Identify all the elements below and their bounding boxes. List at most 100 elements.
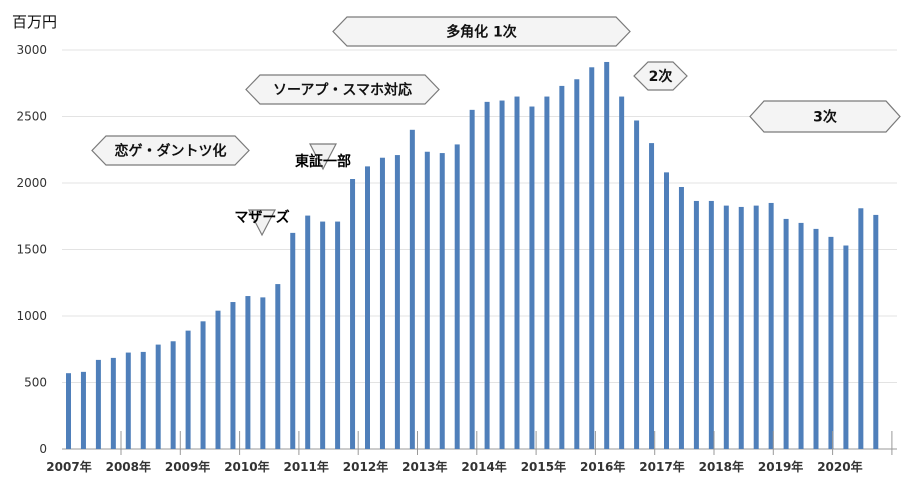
bar (185, 330, 191, 449)
y-tick-label: 2500 (16, 110, 47, 124)
bar (858, 208, 864, 449)
bar (708, 200, 714, 449)
bar (365, 166, 370, 450)
bar (664, 172, 669, 450)
y-tick-label: 3000 (16, 43, 47, 57)
badge-soap-smartphone: ソーアプ・スマホ対応 (245, 74, 440, 105)
badge-shape (749, 100, 901, 133)
bar (245, 296, 251, 449)
badge-shape (633, 61, 688, 91)
badge-label: ソーアプ・スマホ対応 (273, 82, 412, 99)
bar (80, 371, 86, 449)
badge-shape (91, 135, 250, 166)
bar (813, 228, 819, 449)
bar (454, 144, 460, 449)
y-tick-label: 1500 (16, 243, 47, 257)
bar (275, 284, 281, 449)
bar (723, 205, 729, 449)
bars (66, 61, 879, 450)
bar (379, 157, 385, 450)
bar (170, 341, 176, 449)
bar (66, 373, 71, 449)
badge-label: 多角化 1次 (446, 24, 517, 41)
x-tick-label: 2007年 (46, 459, 91, 474)
bar (544, 96, 550, 450)
bar (469, 109, 475, 449)
marker-triangle (309, 143, 337, 171)
bar (409, 129, 415, 450)
marker-triangle (248, 209, 276, 237)
bar (320, 221, 326, 449)
x-tick-label: 2020年 (817, 459, 862, 474)
bar (439, 153, 445, 449)
bar (843, 245, 849, 449)
badge-romance-game: 恋ゲ・ダントツ化 (91, 135, 250, 166)
annotation-markers: マザーズ 東証一部 (234, 143, 351, 237)
bar (873, 214, 879, 449)
bar (678, 186, 684, 450)
bar (574, 79, 580, 449)
bar (619, 96, 625, 450)
bar (634, 120, 640, 450)
badge-phase3: 3次 (749, 100, 901, 133)
bar (335, 221, 341, 449)
y-axis-unit: 百万円 (12, 13, 57, 31)
bar (305, 215, 311, 449)
bar (155, 344, 161, 449)
bar (424, 151, 430, 449)
bar (110, 357, 116, 449)
badge-diversification: 多角化 1次 (332, 16, 631, 47)
x-tick-label: 2009年 (165, 459, 210, 474)
bar (200, 321, 206, 449)
y-tick-label: 2000 (16, 176, 47, 190)
x-tick-label: 2017年 (639, 459, 684, 474)
bar (230, 302, 236, 449)
badge-label: 恋ゲ・ダントツ化 (115, 143, 227, 160)
bar (350, 179, 356, 449)
bar (499, 100, 505, 449)
bar (798, 222, 804, 449)
badge-label: 3次 (813, 109, 837, 126)
bar (260, 297, 266, 449)
bar (559, 85, 565, 449)
marker-mothers: マザーズ (234, 209, 290, 237)
x-tick-label: 2016年 (580, 459, 625, 474)
bar (125, 352, 131, 449)
x-tick-label: 2019年 (758, 459, 803, 474)
bar (394, 155, 400, 449)
marker-label: 東証一部 (295, 153, 351, 170)
bar (768, 202, 774, 449)
marker-label: マザーズ (234, 209, 289, 226)
bar (693, 200, 699, 449)
bar (589, 67, 595, 449)
x-tick-label: 2010年 (224, 459, 269, 474)
bar (95, 359, 101, 449)
x-axis-ticks: 2007年 2008年 2009年 2010年 2011年 2012年 2013年 2014年… (46, 431, 893, 474)
bar (753, 205, 759, 449)
x-tick-label: 2013年 (402, 459, 447, 474)
bar (514, 96, 520, 450)
y-tick-label: 0 (39, 442, 47, 456)
bar (529, 106, 535, 449)
x-tick-label: 2014年 (461, 459, 506, 474)
x-tick-label: 2011年 (283, 459, 328, 474)
bar (783, 218, 789, 449)
x-tick-label: 2015年 (521, 459, 566, 474)
bar (738, 206, 744, 449)
bar (290, 232, 296, 449)
x-tick-label: 2012年 (343, 459, 388, 474)
y-axis-ticks: 0 500 1000 1500 2000 2500 3000 (16, 43, 47, 456)
badge-label: 2次 (649, 68, 673, 85)
marker-tse-first: 東証一部 (295, 143, 351, 171)
badge-shape (245, 74, 440, 105)
y-tick-label: 500 (24, 376, 47, 390)
bar (828, 236, 834, 449)
bar (215, 310, 221, 449)
y-tick-label: 1000 (16, 309, 47, 323)
badge-shape (332, 16, 631, 47)
badge-phase2: 2次 (633, 61, 688, 91)
bar (140, 351, 146, 449)
bar (484, 101, 490, 450)
